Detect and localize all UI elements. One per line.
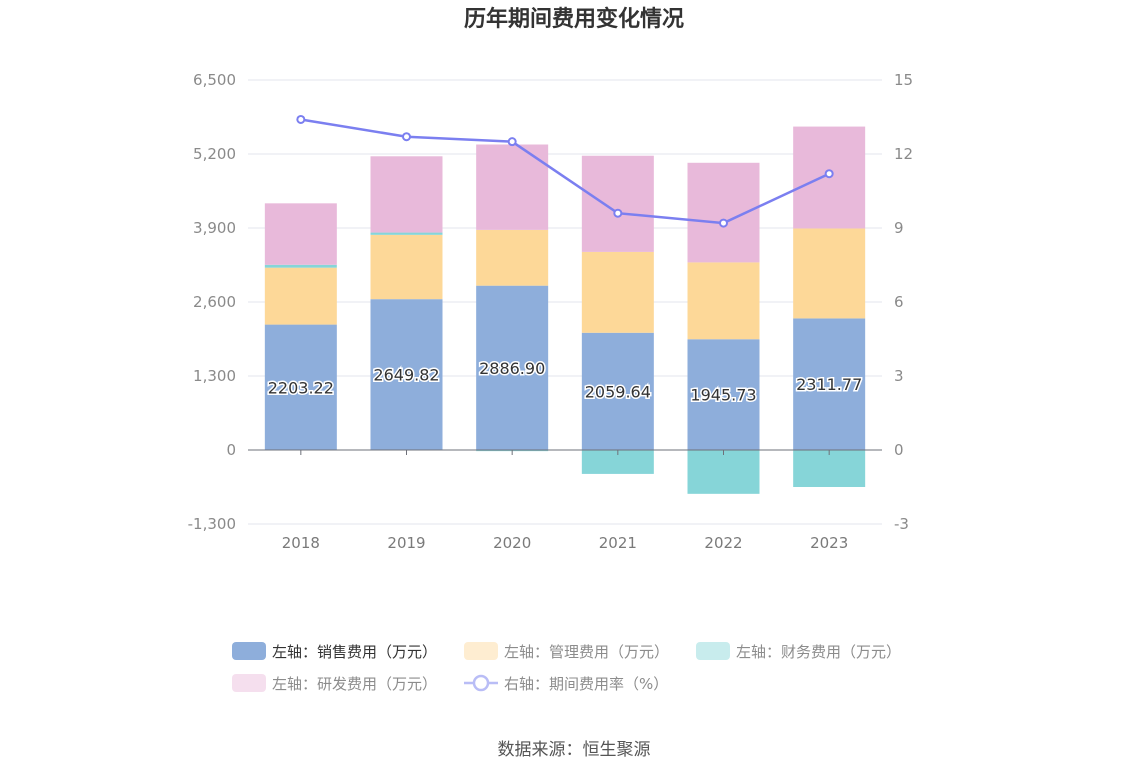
legend-swatch [696, 642, 730, 660]
legend-item-label: 左轴：财务费用（万元） [736, 643, 901, 661]
gridlines [248, 79, 882, 525]
rate-line-series [296, 114, 834, 228]
bar-2018 [264, 267, 337, 325]
legend-item-label: 右轴：期间费用率（%） [504, 675, 668, 693]
bar-2018 [264, 264, 337, 268]
legend-item-label: 左轴：管理费用（万元） [504, 643, 669, 661]
legend-swatch [464, 642, 498, 660]
bar-2023 [793, 228, 866, 319]
legend[interactable]: 左轴：销售费用（万元） 左轴：管理费用（万元） 左轴：财务费用（万元） 左轴：研发费用… [232, 642, 901, 693]
data-labels: 2203.22 2649.82 2886.90 2059.64 1945.73 2311.… [266, 357, 864, 406]
legend-swatch [232, 674, 266, 692]
x-axis-tick: 2021 [599, 534, 637, 552]
bar-2022 [687, 450, 760, 494]
rate-line [300, 118, 830, 225]
left-axis-tick: 0 [226, 441, 236, 459]
data-label: 2886.90 [479, 359, 545, 378]
rate-point-2019 [402, 132, 411, 142]
legend-marker [472, 674, 490, 692]
rate-point-2023 [824, 169, 834, 179]
right-axis-tick: 0 [894, 441, 904, 459]
rate-point-2018 [296, 114, 306, 124]
rate-point-2021 [613, 208, 623, 218]
x-axis [248, 449, 882, 455]
data-label: 2059.64 [585, 382, 651, 401]
bar-2020 [476, 285, 549, 450]
right-axis-tick: 15 [894, 71, 913, 89]
left-axis-tick: 2,600 [193, 293, 236, 311]
right-axis-tick: 12 [894, 145, 913, 163]
bar-2019 [370, 234, 443, 300]
legend-item-label: 左轴：销售费用（万元） [272, 643, 437, 661]
left-axis-tick: 3,900 [193, 219, 236, 237]
bar-2018 [264, 203, 337, 265]
source-note: 数据来源：恒生聚源 [498, 740, 651, 760]
bar-2023 [793, 318, 866, 450]
bar-2022 [687, 339, 760, 450]
rate-point-2022 [719, 218, 728, 228]
legend-item-label: 左轴：研发费用（万元） [272, 675, 437, 693]
bar-2021 [581, 155, 654, 252]
chart-title: 历年期间费用变化情况 [464, 6, 684, 32]
data-label: 1945.73 [690, 386, 756, 405]
x-axis-labels: 2018 2019 2020 2021 2022 2023 [282, 534, 849, 552]
data-label: 2649.82 [373, 366, 439, 385]
bar-2021 [581, 332, 654, 450]
bar-2021 [581, 251, 654, 333]
x-axis-tick: 2023 [810, 534, 848, 552]
bar-2019 [370, 232, 443, 235]
left-axis-tick: 6,500 [193, 71, 236, 89]
x-axis-tick: 2019 [387, 534, 425, 552]
bar-2020 [476, 229, 549, 286]
bar-2019 [370, 156, 443, 233]
bar-2023 [793, 450, 866, 487]
left-axis-tick: 5,200 [193, 145, 236, 163]
right-axis-tick: 6 [894, 293, 904, 311]
bar-2019 [370, 299, 443, 450]
data-label: 2311.77 [796, 375, 862, 394]
legend-swatch [232, 642, 266, 660]
rate-point-2020 [507, 137, 517, 147]
x-axis-tick: 2018 [282, 534, 320, 552]
x-axis-tick: 2022 [704, 534, 742, 552]
x-axis-tick: 2020 [493, 534, 531, 552]
right-axis-tick: 3 [894, 367, 904, 385]
left-axis-tick: -1,300 [188, 515, 236, 533]
bar-series [264, 126, 866, 494]
right-axis-tick: -3 [894, 515, 909, 533]
right-axis-tick: 9 [894, 219, 904, 237]
left-axis: -1,300 0 1,300 2,600 3,900 5,200 6,500 [188, 71, 236, 533]
data-label: 2203.22 [268, 378, 334, 397]
left-axis-tick: 1,300 [193, 367, 236, 385]
bar-2022 [687, 262, 760, 340]
right-axis: -3 0 3 6 9 12 15 [894, 71, 913, 533]
bar-2018 [264, 324, 337, 450]
bar-2021 [581, 450, 654, 474]
